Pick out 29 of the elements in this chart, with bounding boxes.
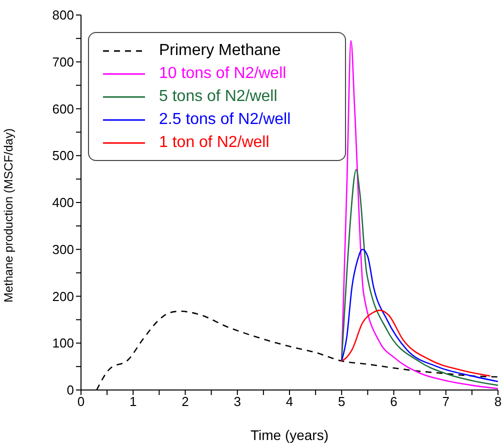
legend-label: Primery Methane — [159, 42, 281, 60]
y-tick-label: 700 — [52, 54, 74, 70]
y-tick-label: 800 — [52, 8, 74, 23]
line-series — [340, 40, 498, 390]
x-axis-title: Time (years) — [250, 427, 329, 443]
x-tick-label: 8 — [494, 394, 502, 410]
x-tick-label: 4 — [286, 394, 294, 410]
x-tick-label: 3 — [234, 394, 241, 410]
x-tick-label: 2 — [182, 394, 189, 410]
y-tick-label: 500 — [52, 148, 74, 164]
y-tick-label: 0 — [66, 382, 74, 398]
x-tick-label: 6 — [390, 394, 398, 410]
y-tick-label: 300 — [52, 242, 74, 257]
legend-label: 5 tons of N2/well — [159, 88, 278, 106]
y-tick-label: 100 — [52, 336, 74, 351]
x-tick-label: 1 — [130, 394, 137, 410]
x-tick-label: 5 — [338, 394, 346, 410]
line-series — [340, 248, 498, 382]
legend-label: 2.5 tons of N2/well — [159, 110, 291, 128]
x-tick-label: 7 — [442, 394, 450, 410]
line-series — [340, 310, 491, 377]
line-series — [340, 169, 498, 386]
legend-label: 10 tons of N2/well — [159, 64, 286, 82]
y-tick-label: 600 — [52, 101, 74, 116]
y-tick-label: 200 — [52, 288, 74, 304]
y-tick-label: 400 — [52, 195, 74, 210]
legend-label: 1 ton of N2/well — [159, 134, 270, 152]
x-tick-label: 0 — [77, 394, 85, 410]
y-axis-title: Methane production (MSCF/day) — [1, 128, 16, 302]
